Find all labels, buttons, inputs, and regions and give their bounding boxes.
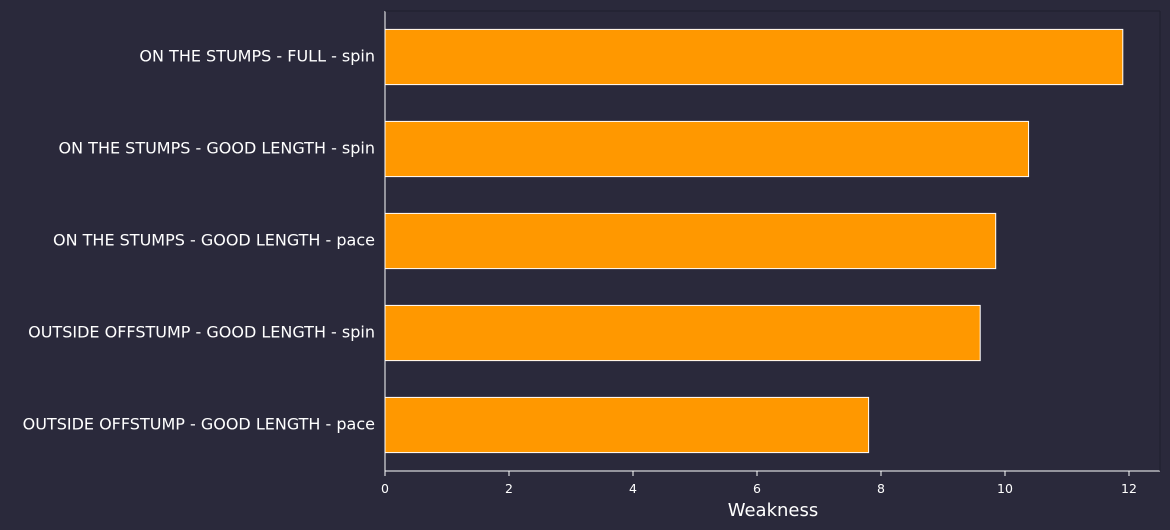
x-tick-label: 0 [381, 481, 389, 496]
category-labels-group: ON THE STUMPS - FULL - spin ON THE STUMPS… [23, 47, 375, 434]
category-label: ON THE STUMPS - GOOD LENGTH - pace [53, 231, 375, 250]
x-tick-label: 10 [997, 481, 1013, 496]
bar [384, 28, 1124, 86]
category-label: ON THE STUMPS - GOOD LENGTH - spin [59, 139, 375, 158]
bar [384, 120, 1030, 178]
bar [384, 396, 870, 454]
x-tick-label: 6 [753, 481, 761, 496]
category-label: OUTSIDE OFFSTUMP - GOOD LENGTH - spin [28, 323, 375, 342]
x-tick-label: 8 [877, 481, 885, 496]
x-tick-label: 2 [505, 481, 513, 496]
x-axis-title: Weakness [728, 500, 819, 521]
bar [384, 304, 981, 362]
category-label: ON THE STUMPS - FULL - spin [139, 47, 375, 66]
category-label: OUTSIDE OFFSTUMP - GOOD LENGTH - pace [23, 415, 375, 434]
x-ticks-group: 0 2 4 6 8 10 12 [381, 471, 1137, 496]
x-tick-label: 12 [1121, 481, 1137, 496]
bars-group [384, 28, 1124, 454]
bar [384, 212, 997, 270]
x-tick-label: 4 [629, 481, 637, 496]
